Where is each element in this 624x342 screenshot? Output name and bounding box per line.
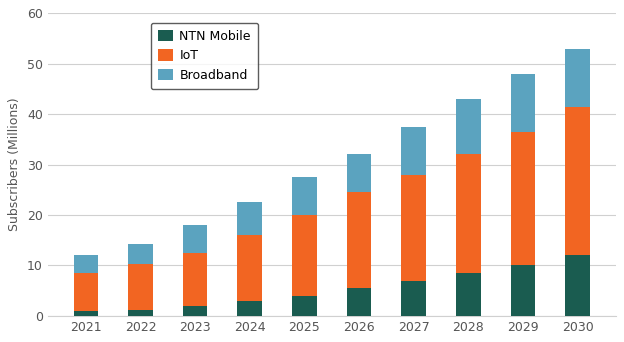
Bar bbox=[74, 311, 98, 316]
Bar bbox=[292, 295, 317, 316]
Bar bbox=[74, 255, 98, 273]
Bar bbox=[128, 264, 153, 310]
Bar bbox=[565, 255, 590, 316]
Bar bbox=[347, 155, 371, 192]
Bar bbox=[456, 99, 480, 155]
Bar bbox=[510, 132, 535, 265]
Bar bbox=[401, 175, 426, 280]
Bar bbox=[183, 253, 207, 306]
Bar bbox=[456, 155, 480, 273]
Bar bbox=[347, 288, 371, 316]
Y-axis label: Subscribers (Millions): Subscribers (Millions) bbox=[8, 98, 21, 232]
Bar bbox=[565, 49, 590, 107]
Bar bbox=[238, 202, 262, 235]
Bar bbox=[238, 301, 262, 316]
Bar bbox=[183, 306, 207, 316]
Legend: NTN Mobile, IoT, Broadband: NTN Mobile, IoT, Broadband bbox=[150, 23, 258, 89]
Bar bbox=[401, 127, 426, 175]
Bar bbox=[347, 192, 371, 288]
Bar bbox=[128, 244, 153, 264]
Bar bbox=[238, 235, 262, 301]
Bar bbox=[292, 215, 317, 295]
Bar bbox=[183, 225, 207, 253]
Bar bbox=[292, 177, 317, 215]
Bar bbox=[401, 280, 426, 316]
Bar bbox=[510, 265, 535, 316]
Bar bbox=[456, 273, 480, 316]
Bar bbox=[128, 310, 153, 316]
Bar bbox=[565, 107, 590, 255]
Bar bbox=[510, 74, 535, 132]
Bar bbox=[74, 273, 98, 311]
